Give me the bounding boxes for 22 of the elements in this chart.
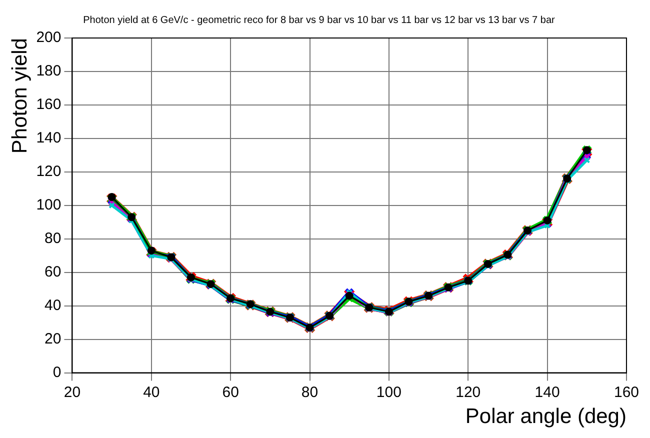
y-tick-label: 60 [44,264,62,280]
y-tick-label: 180 [36,62,62,80]
x-tick-label: 120 [456,384,481,401]
y-tick-label: 20 [44,330,62,348]
y-tick-label: 80 [44,230,62,248]
x-tick-label: 60 [222,384,239,401]
y-tick-label: 160 [36,96,62,114]
x-tick-label: 80 [301,384,318,401]
x-axis-title: Polar angle (deg) [465,405,626,428]
y-tick-label: 120 [36,163,62,180]
y-tick-label: 40 [44,296,62,314]
y-tick-label: 200 [36,29,62,46]
x-tick-label: 20 [64,384,81,401]
y-axis-title: Photon yield [8,38,32,154]
y-tick-label: 100 [36,196,62,214]
y-tick-label: 0 [52,364,62,381]
y-tick-label: 140 [36,130,62,147]
x-tick-label: 140 [534,384,560,401]
chart-title: Photon yield at 6 GeV/c - geometric reco for 8 bar vs 9 bar vs 10 bar vs 11 bar vs 12 bar vs 13 bar vs 7 bar [83,14,556,26]
x-tick-label: 40 [143,384,160,401]
x-tick-label: 160 [614,384,639,401]
x-tick-label: 100 [376,384,402,401]
